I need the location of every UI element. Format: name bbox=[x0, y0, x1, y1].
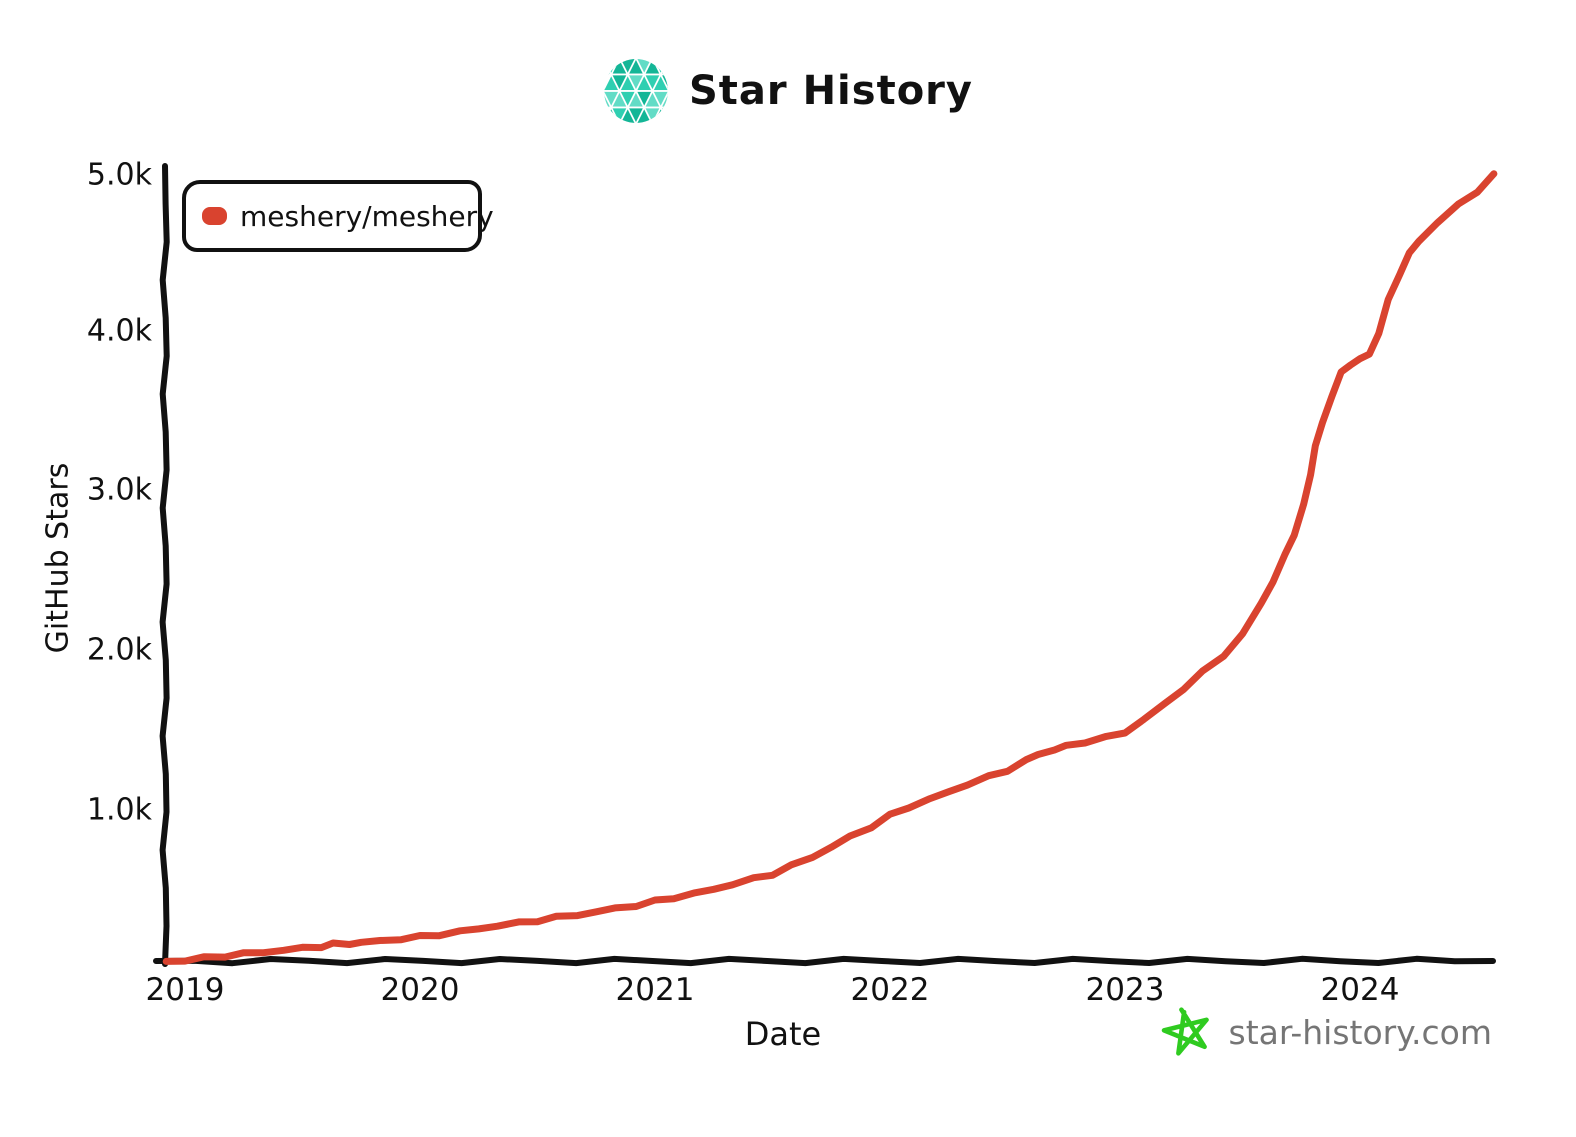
header: Star History bbox=[0, 58, 1576, 124]
x-tick-2024: 2024 bbox=[1320, 972, 1400, 1008]
footer-watermark: star-history.com bbox=[1159, 1004, 1492, 1060]
star-history-logo-icon bbox=[604, 59, 668, 123]
x-tick-2019: 2019 bbox=[145, 972, 225, 1008]
x-tick-2021: 2021 bbox=[615, 972, 695, 1008]
legend-series-label: meshery/meshery bbox=[240, 199, 494, 233]
x-tick-2020: 2020 bbox=[380, 972, 460, 1008]
site-link[interactable]: star-history.com bbox=[1228, 1012, 1492, 1052]
x-tick-2023: 2023 bbox=[1085, 972, 1165, 1008]
y-tick-5k: 5.0k bbox=[86, 157, 152, 193]
legend-color-swatch-icon bbox=[202, 207, 227, 225]
star-doodle-icon bbox=[1161, 1007, 1209, 1056]
y-tick-1k: 1.0k bbox=[86, 792, 152, 828]
x-axis-title: Date bbox=[744, 1015, 822, 1053]
y-tick-4k: 4.0k bbox=[86, 313, 152, 349]
page-title: Star History bbox=[689, 68, 973, 114]
legend-box: meshery/meshery bbox=[182, 180, 494, 252]
y-axis-title: GitHub Stars bbox=[40, 462, 76, 654]
y-tick-3k: 3.0k bbox=[86, 472, 152, 508]
y-tick-2k: 2.0k bbox=[86, 632, 152, 668]
legend-item[interactable]: meshery/meshery bbox=[202, 200, 494, 233]
x-tick-2022: 2022 bbox=[850, 972, 930, 1008]
